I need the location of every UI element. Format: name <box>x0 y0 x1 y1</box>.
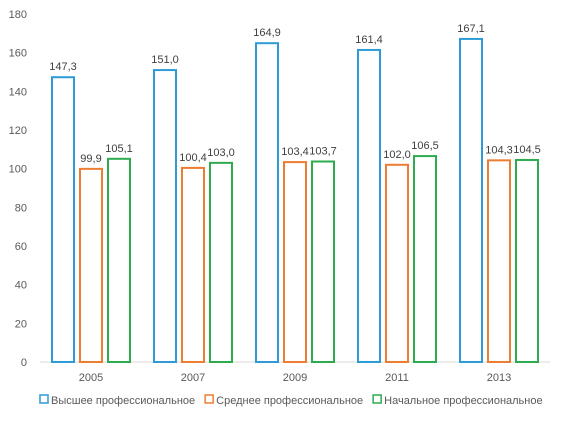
bar <box>515 158 539 363</box>
legend-label: Среднее профессиональное <box>216 395 363 407</box>
x-axis: 2005 2007 2009 2011 2013 <box>79 372 511 384</box>
bar <box>487 159 511 363</box>
x-tick-label: 2011 <box>385 372 409 384</box>
bar <box>79 167 103 363</box>
data-label: 103,0 <box>207 147 235 159</box>
y-tick-label: 100 <box>9 164 27 176</box>
legend-label: Начальное профессиональное <box>384 395 542 407</box>
bars-group <box>51 37 539 364</box>
legend-swatch <box>204 394 214 404</box>
x-tick-label: 2007 <box>181 372 205 384</box>
bar <box>283 161 307 363</box>
bar <box>311 160 335 363</box>
x-tick-label: 2013 <box>487 372 511 384</box>
bar <box>107 157 131 363</box>
data-label: 102,0 <box>383 149 411 161</box>
data-label: 106,5 <box>411 140 439 152</box>
data-label: 100,4 <box>179 152 207 164</box>
data-label: 151,0 <box>151 54 179 66</box>
data-label: 161,4 <box>355 34 383 46</box>
data-label: 99,9 <box>80 153 101 165</box>
data-label: 104,3 <box>485 144 513 156</box>
data-label: 104,5 <box>513 144 541 156</box>
data-label: 167,1 <box>457 23 485 35</box>
y-tick-label: 140 <box>9 86 27 98</box>
y-tick-label: 180 <box>9 9 27 21</box>
legend-swatch <box>39 394 49 404</box>
y-tick-label: 0 <box>21 357 27 369</box>
x-tick-label: 2009 <box>283 372 307 384</box>
legend-swatch <box>372 394 382 404</box>
bar <box>153 69 177 363</box>
bar <box>51 76 75 363</box>
bar <box>413 155 437 363</box>
bar <box>357 48 381 364</box>
bar <box>209 161 233 363</box>
legend-label: Высшее профессиональное <box>51 395 195 407</box>
bar <box>255 42 279 364</box>
y-axis: 0 20 40 60 80 100 120 140 160 180 <box>9 9 27 369</box>
y-tick-label: 40 <box>15 280 27 292</box>
y-tick-label: 160 <box>9 48 27 60</box>
y-tick-label: 80 <box>15 202 27 214</box>
y-tick-label: 60 <box>15 241 27 253</box>
x-tick-label: 2005 <box>79 372 103 384</box>
bar <box>181 166 205 363</box>
bar <box>385 163 409 363</box>
data-label: 164,9 <box>253 27 281 39</box>
y-tick-label: 20 <box>15 318 27 330</box>
legend: Высшее профессиональное Среднее профессио… <box>39 394 543 407</box>
y-tick-label: 120 <box>9 125 27 137</box>
data-label: 103,4 <box>281 146 309 158</box>
data-label: 105,1 <box>105 143 133 155</box>
bar <box>459 37 483 363</box>
data-label: 103,7 <box>309 146 337 158</box>
data-label: 147,3 <box>49 61 77 73</box>
